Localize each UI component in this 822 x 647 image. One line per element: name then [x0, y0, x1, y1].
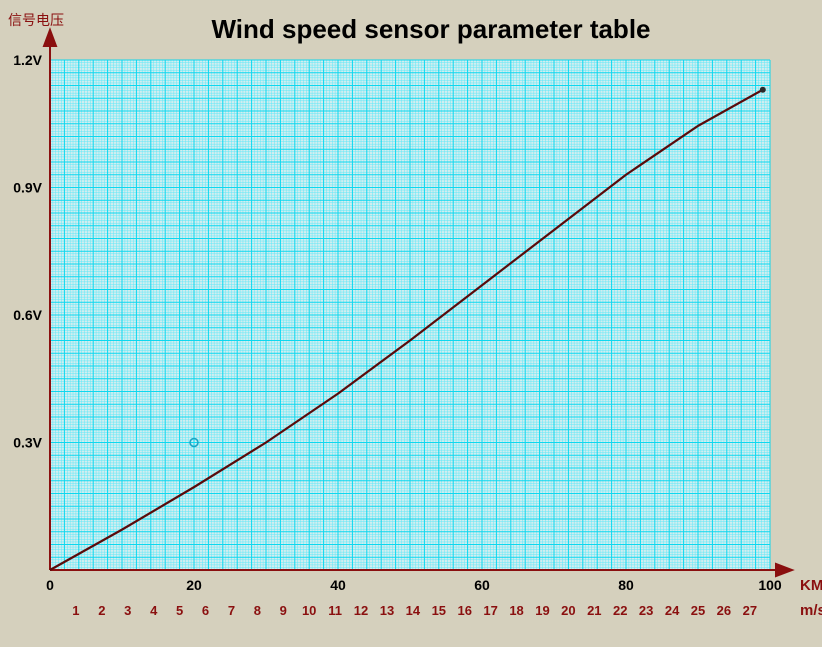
- x-tick-label-ms: 12: [354, 603, 368, 618]
- y-tick-label: 1.2V: [13, 52, 42, 68]
- x-tick-label-ms: 14: [406, 603, 421, 618]
- x-tick-label-ms: 5: [176, 603, 183, 618]
- x-tick-label-ms: 4: [150, 603, 158, 618]
- x-tick-label: 0: [46, 577, 54, 593]
- x-tick-label-ms: 26: [717, 603, 731, 618]
- x-tick-label: 60: [474, 577, 490, 593]
- x-tick-label: 40: [330, 577, 346, 593]
- y-axis-title: 信号电压: [8, 12, 64, 28]
- x-tick-label-ms: 17: [483, 603, 497, 618]
- x-tick-label-ms: 18: [509, 603, 523, 618]
- y-tick-label: 0.3V: [13, 435, 42, 451]
- x-tick-label-ms: 13: [380, 603, 394, 618]
- grid-major: [50, 60, 770, 570]
- x-tick-label-ms: 21: [587, 603, 601, 618]
- chart-container: 0.3V0.6V0.9V1.2V信号电压020406080100KM/H1234…: [0, 0, 822, 647]
- x-tick-label: 20: [186, 577, 202, 593]
- x-tick-label-ms: 7: [228, 603, 235, 618]
- x-tick-label: 100: [758, 577, 782, 593]
- x-tick-label-ms: 1: [72, 603, 79, 618]
- x-tick-label-ms: 27: [743, 603, 757, 618]
- x-tick-label-ms: 22: [613, 603, 627, 618]
- x-tick-label-ms: 24: [665, 603, 680, 618]
- x-tick-label-ms: 20: [561, 603, 575, 618]
- x-tick-label-ms: 11: [328, 603, 342, 618]
- x-tick-label-ms: 3: [124, 603, 131, 618]
- x-tick-label-ms: 23: [639, 603, 653, 618]
- y-tick-label: 0.6V: [13, 307, 42, 323]
- x-tick-label-ms: 25: [691, 603, 705, 618]
- x-axis-label-kmh: KM/H: [800, 577, 822, 594]
- y-tick-label: 0.9V: [13, 180, 42, 196]
- series-end-marker: [760, 87, 766, 93]
- x-tick-label-ms: 15: [432, 603, 446, 618]
- x-tick-label-ms: 19: [535, 603, 549, 618]
- x-axis-label-ms: m/s: [800, 602, 822, 619]
- x-tick-label-ms: 10: [302, 603, 316, 618]
- chart-title: Wind speed sensor parameter table: [211, 14, 650, 44]
- x-tick-label-ms: 9: [280, 603, 287, 618]
- x-tick-label-ms: 8: [254, 603, 261, 618]
- x-tick-label: 80: [618, 577, 634, 593]
- x-tick-label-ms: 16: [457, 603, 471, 618]
- x-tick-label-ms: 6: [202, 603, 209, 618]
- x-tick-label-ms: 2: [98, 603, 105, 618]
